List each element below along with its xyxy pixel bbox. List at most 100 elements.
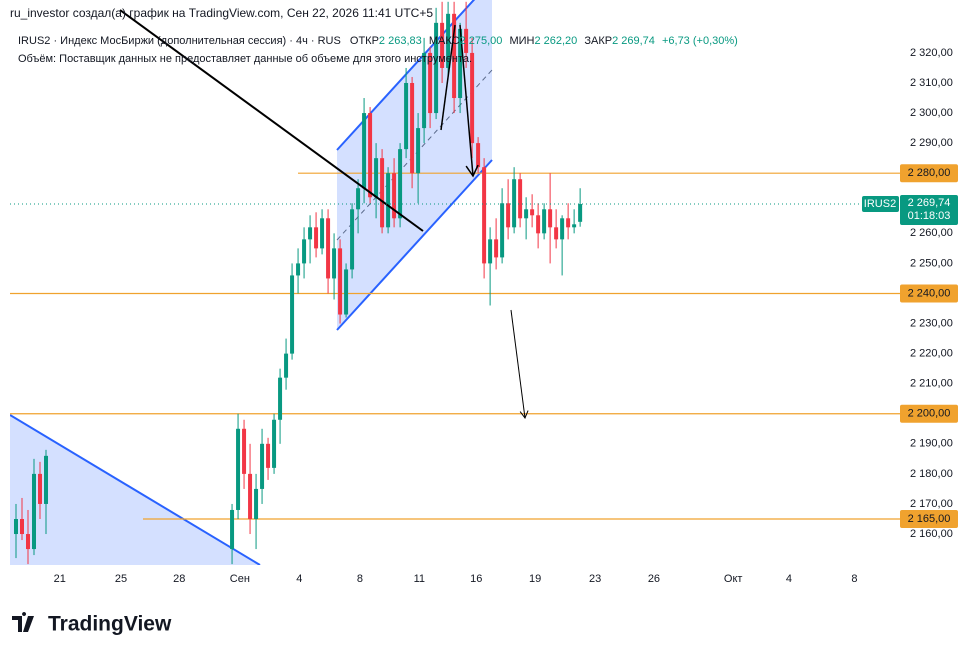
body <box>548 209 553 228</box>
body <box>386 173 391 228</box>
candle <box>290 263 295 360</box>
candle <box>536 203 541 249</box>
body <box>482 167 487 264</box>
countdown: 01:18:03 <box>908 210 951 222</box>
y-tick-label: 2 310,00 <box>910 77 953 89</box>
value: 2 269,74 <box>612 35 655 47</box>
body <box>434 22 439 114</box>
y-tick-label: 2 220,00 <box>910 348 953 360</box>
candle <box>386 167 391 234</box>
level-box <box>900 164 958 183</box>
body <box>230 509 235 550</box>
candle <box>446 1 451 77</box>
trend-line <box>119 9 424 232</box>
candle <box>470 37 475 159</box>
y-tick-label: 2 320,00 <box>910 47 953 59</box>
candle <box>26 509 31 565</box>
body <box>290 275 295 354</box>
channel-lower <box>336 159 493 331</box>
body <box>470 52 475 144</box>
body <box>326 218 331 279</box>
candle <box>44 449 49 535</box>
candle <box>32 458 37 556</box>
x-tick-label: 23 <box>589 573 601 585</box>
body <box>530 209 535 216</box>
candle <box>422 37 427 144</box>
candle <box>332 233 337 300</box>
body <box>500 203 505 258</box>
candles <box>14 1 583 565</box>
candle <box>452 1 457 114</box>
y-tick-label: 2 250,00 <box>910 257 953 269</box>
x-tick-label: 4 <box>296 573 302 585</box>
body <box>512 179 517 228</box>
x-tick-label: 21 <box>54 573 66 585</box>
candle <box>572 209 577 234</box>
candle <box>482 158 487 279</box>
y-tick-label: 2 290,00 <box>910 137 953 149</box>
candle <box>14 503 19 559</box>
body <box>506 203 511 228</box>
candle <box>410 76 415 189</box>
body <box>422 52 427 129</box>
body <box>416 128 421 174</box>
body <box>296 263 301 276</box>
body <box>260 443 265 489</box>
body <box>242 428 247 474</box>
value: 2 263,83 <box>379 35 422 47</box>
x-tick-label: 8 <box>357 573 363 585</box>
x-tick-label: 19 <box>529 573 541 585</box>
body <box>332 248 337 279</box>
label: МАКС <box>429 35 460 47</box>
level-label: 2 165,00 <box>908 513 951 525</box>
x-tick-label: 28 <box>173 573 185 585</box>
candle <box>368 107 373 204</box>
candle <box>272 413 277 474</box>
x-tick-label: 11 <box>414 573 425 585</box>
body <box>476 143 481 168</box>
candle <box>284 338 289 390</box>
body <box>398 149 403 219</box>
body <box>572 224 577 228</box>
body <box>404 82 409 150</box>
candle <box>488 227 493 306</box>
candle <box>38 461 43 519</box>
body <box>356 188 361 210</box>
body <box>494 239 499 258</box>
candle <box>416 113 421 204</box>
body <box>32 473 37 550</box>
candle <box>266 437 271 480</box>
level-label: 2 240,00 <box>908 287 951 299</box>
candle <box>500 188 505 264</box>
body <box>26 534 31 550</box>
body <box>578 204 583 222</box>
body <box>44 455 49 504</box>
body <box>314 227 319 249</box>
y-tick-label: 2 210,00 <box>910 378 953 390</box>
candle <box>506 179 511 240</box>
body <box>410 82 415 174</box>
body <box>20 518 25 535</box>
candle <box>20 497 25 541</box>
body <box>554 227 559 240</box>
candle <box>464 1 469 68</box>
body <box>524 209 529 219</box>
body <box>236 428 241 510</box>
body <box>320 218 325 249</box>
candle <box>356 179 361 234</box>
arrow <box>510 309 529 419</box>
body <box>392 173 397 219</box>
candle <box>344 263 349 318</box>
label: ОТКР <box>350 35 379 47</box>
candle <box>260 428 265 504</box>
candle <box>320 209 325 255</box>
arrow <box>459 24 479 178</box>
candle <box>350 203 355 279</box>
body <box>248 473 253 519</box>
body <box>560 218 565 240</box>
body <box>464 28 469 53</box>
body <box>344 269 349 315</box>
candle <box>242 419 247 489</box>
candle <box>230 503 235 565</box>
legend-line: IRUS2 · Индекс МосБиржи (дополнительная … <box>18 35 738 47</box>
